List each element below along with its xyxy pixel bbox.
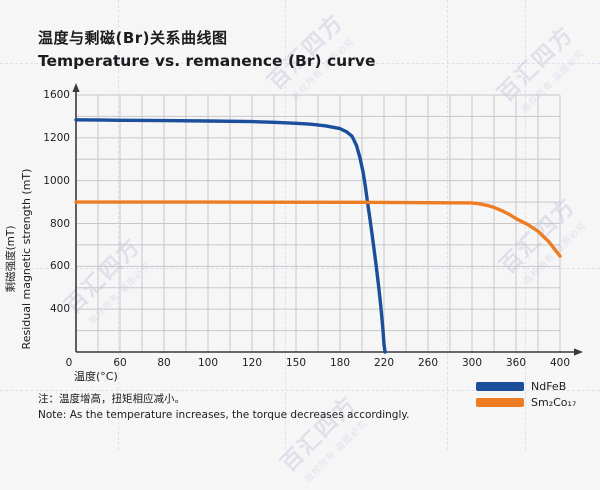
x-tick-260: 260 bbox=[417, 357, 439, 369]
y-axis-title-en: Residual magnetic strength (mT) bbox=[20, 168, 33, 350]
y-axis-title-zh: 剩磁强度(mT) bbox=[5, 225, 17, 293]
page-title-zh: 温度与剩磁(Br)关系曲线图 bbox=[38, 29, 228, 47]
y-tick-1600: 1600 bbox=[43, 89, 70, 101]
x-tick-400: 400 bbox=[549, 357, 571, 369]
y-tick-600: 600 bbox=[49, 260, 70, 273]
y-tick-800: 800 bbox=[49, 217, 70, 230]
legend-swatch-ndfeb bbox=[476, 382, 524, 391]
series-line-sm2co17 bbox=[74, 200, 562, 258]
legend: NdFeB Sm₂Co₁₇ bbox=[476, 379, 576, 411]
x-tick-360: 360 bbox=[505, 357, 527, 369]
y-axis-arrow bbox=[72, 83, 80, 92]
legend-item-sm2co17: Sm₂Co₁₇ bbox=[476, 395, 576, 410]
y-tick-400: 400 bbox=[49, 303, 70, 316]
legend-label-ndfeb: NdFeB bbox=[531, 380, 567, 393]
x-axis-title: 温度(°C) bbox=[74, 370, 118, 383]
series-line-ndfeb bbox=[74, 118, 387, 354]
chart-area: 0 60 80 100 120 150 180 220 260 300 360 400 1600 1200… bbox=[3, 83, 583, 383]
x-tick-60: 60 bbox=[113, 357, 127, 369]
note-zh: 注：温度增高，扭矩相应减小。 bbox=[38, 393, 185, 405]
page-title-en: Temperature vs. remanence (Br) curve bbox=[38, 52, 376, 70]
legend-label-sm2co17: Sm₂Co₁₇ bbox=[531, 396, 577, 409]
x-tick-220: 220 bbox=[373, 357, 395, 369]
x-tick-80: 80 bbox=[157, 357, 171, 369]
x-tick-0: 0 bbox=[65, 357, 73, 369]
y-axis-title: 剩磁强度(mT) Residual magnetic strength (mT) bbox=[3, 149, 33, 369]
note-block: 注：温度增高，扭矩相应减小。 Note: As the temperature … bbox=[38, 391, 409, 421]
x-tick-100: 100 bbox=[197, 357, 219, 369]
x-tick-180: 180 bbox=[329, 357, 351, 369]
y-tick-1000: 1000 bbox=[43, 174, 70, 187]
y-tick-1200: 1200 bbox=[43, 131, 70, 144]
chart-plot bbox=[72, 83, 583, 356]
x-tick-300: 300 bbox=[461, 357, 483, 369]
x-axis-arrow bbox=[574, 348, 583, 356]
chart-title-block: 温度与剩磁(Br)关系曲线图 Temperature vs. remanence… bbox=[38, 27, 375, 70]
legend-item-ndfeb: NdFeB bbox=[476, 379, 576, 394]
x-tick-150: 150 bbox=[285, 357, 307, 369]
x-tick-120: 120 bbox=[241, 357, 263, 369]
note-en: Note: As the temperature increases, the … bbox=[38, 409, 410, 421]
legend-swatch-sm2co17 bbox=[476, 398, 524, 407]
